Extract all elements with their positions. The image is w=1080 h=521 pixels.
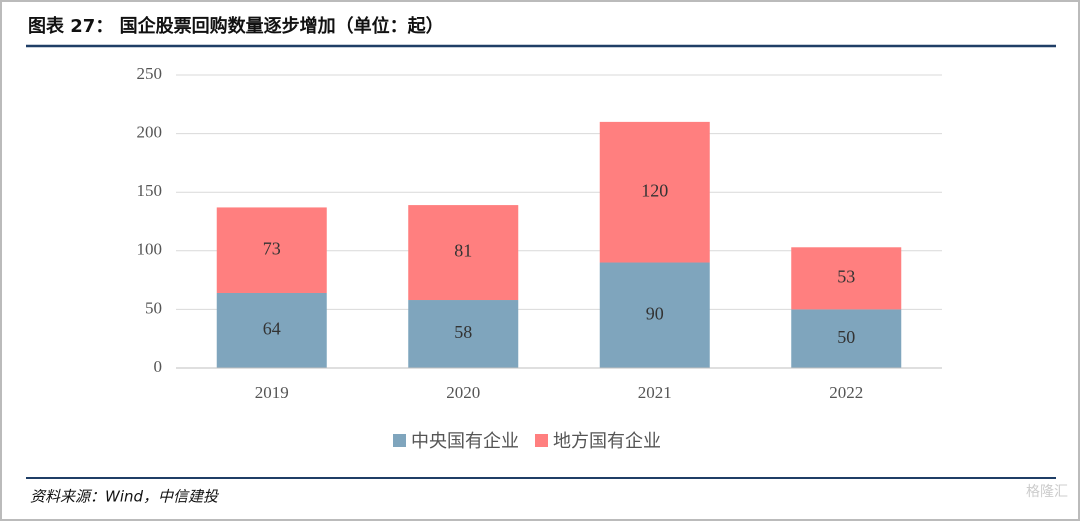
y-tick-label: 250: [137, 64, 163, 83]
data-label: 50: [837, 327, 855, 347]
bar-segment: [599, 262, 710, 368]
y-tick-label: 50: [145, 298, 162, 317]
data-label: 58: [454, 322, 472, 342]
source-note: 资料来源：Wind，中信建投: [30, 488, 220, 506]
x-tick-label: 2021: [638, 383, 672, 402]
data-label: 73: [263, 238, 281, 258]
data-label: 53: [837, 266, 855, 286]
x-tick-label: 2020: [446, 383, 480, 402]
y-tick-label: 200: [137, 123, 163, 142]
bar-segment: [408, 205, 519, 301]
chart-title: 图表 27： 国企股票回购数量逐步增加（单位：起）: [28, 15, 444, 37]
x-tick-label: 2019: [255, 383, 289, 402]
legend-swatch: [393, 434, 406, 447]
legend-label: 中央国有企业: [411, 431, 519, 452]
legend-swatch: [535, 434, 548, 447]
watermark: 格隆汇: [1026, 484, 1068, 500]
bar-segment: [216, 207, 327, 293]
data-label: 64: [263, 319, 281, 339]
data-label: 120: [641, 180, 668, 200]
data-label: 81: [454, 241, 472, 261]
legend-label: 地方国有企业: [553, 431, 661, 452]
data-label: 90: [646, 303, 664, 323]
x-tick-label: 2022: [829, 383, 863, 402]
bar-segment: [791, 247, 902, 310]
bar-segment: [791, 309, 902, 368]
y-tick-label: 100: [137, 240, 163, 259]
bar-segment: [408, 300, 519, 368]
bar-segment: [216, 292, 327, 368]
y-tick-label: 150: [137, 181, 163, 200]
y-tick-label: 0: [154, 357, 163, 376]
bar-segment: [599, 121, 710, 263]
